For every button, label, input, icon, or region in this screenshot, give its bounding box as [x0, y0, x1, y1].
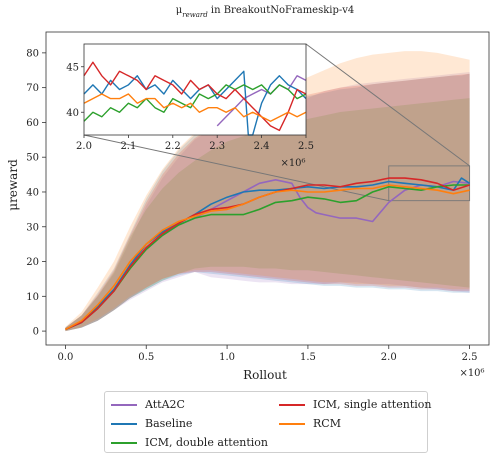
legend-swatch-atta2c	[111, 403, 137, 406]
inset-line-atta2c	[216, 75, 307, 127]
y-tick-label: 70	[26, 83, 39, 94]
x-axis-label: Rollout	[243, 368, 287, 382]
band-rcm	[65, 51, 470, 332]
band-icm-double-attention	[65, 98, 470, 332]
line-baseline	[65, 177, 471, 331]
inset-series-lines	[83, 61, 307, 136]
inset-x-tick-label: 2.4	[254, 141, 270, 152]
legend-item-atta2c: AttA2C	[111, 398, 185, 411]
y-tick-label: 40	[26, 187, 39, 198]
band-icm-single-attention	[65, 73, 470, 332]
y-tick-label: 0	[33, 327, 39, 338]
x-axis-multiplier: ×10⁶	[459, 368, 484, 379]
y-tick-label: 50	[26, 153, 39, 164]
inset-x-tick-label: 2.0	[76, 141, 92, 152]
inset-frame	[83, 43, 307, 136]
inset-line-icm-single-attention	[83, 61, 307, 132]
x-tick-label: 2.5	[462, 352, 478, 363]
band-baseline	[65, 73, 470, 332]
inset-y-ticks: 40 45	[66, 62, 84, 119]
inset-y-tick-label: 40	[66, 108, 79, 119]
chart-title: μreward in BreakoutNoFrameskip-v4	[176, 5, 355, 19]
inset-line-rcm	[83, 93, 307, 123]
legend-item-rcm: RCM	[279, 417, 341, 430]
inset-x-tick-label: 2.2	[165, 141, 181, 152]
inset-line-icm-double-attention	[83, 84, 307, 122]
legend-item-baseline: Baseline	[111, 417, 192, 430]
legend-swatch-rcm	[279, 422, 305, 425]
legend-swatch-icm-double	[111, 441, 137, 444]
y-tick-label: 30	[26, 222, 39, 233]
legend-label-icm-single: ICM, single attention	[313, 398, 432, 411]
inset-x-tick-label: 2.1	[120, 141, 136, 152]
inset-x-ticks: 2.0 2.1 2.2 2.3 2.4 2.5	[76, 135, 314, 152]
legend-label-rcm: RCM	[313, 417, 341, 430]
band-atta2c	[65, 72, 470, 332]
y-tick-label: 80	[26, 48, 39, 59]
inset-x-tick-label: 2.5	[298, 141, 314, 152]
y-tick-label: 60	[26, 118, 39, 129]
inset-background	[84, 44, 306, 135]
y-tick-label: 20	[26, 257, 39, 268]
inset-y-tick-label: 45	[66, 62, 79, 73]
main-confidence-bands	[65, 51, 470, 332]
zoom-inset: 2.0 2.1 2.2 2.3 2.4 2.5 40 45 ×10⁶	[66, 43, 314, 169]
legend-label-atta2c: AttA2C	[145, 398, 185, 411]
inset-x-multiplier: ×10⁶	[280, 158, 305, 169]
y-axis-label: μreward	[6, 159, 20, 211]
legend-label-baseline: Baseline	[145, 417, 193, 430]
x-tick-label: 1.5	[300, 352, 316, 363]
main-series-lines	[65, 177, 471, 331]
y-tick-label: 10	[26, 292, 39, 303]
main-axes-frame	[45, 31, 490, 346]
x-tick-label: 0.0	[57, 352, 73, 363]
zoom-connector-top	[305, 43, 470, 167]
legend-swatch-baseline	[111, 422, 137, 425]
legend-item-icm-double: ICM, double attention	[111, 436, 268, 449]
x-tick-label: 1.0	[219, 352, 235, 363]
line-rcm	[65, 184, 470, 331]
main-x-ticks: 0.0 0.5 1.0 1.5 2.0 2.5	[57, 345, 478, 363]
legend-label-icm-double: ICM, double attention	[145, 436, 268, 449]
line-icm-double-attention	[65, 184, 470, 331]
legend-item-icm-single: ICM, single attention	[279, 398, 431, 411]
chart-legend: AttA2C Baseline ICM, double attention IC…	[104, 391, 431, 453]
legend-swatch-icm-single	[279, 403, 305, 406]
inset-x-tick-label: 2.3	[209, 141, 225, 152]
x-tick-label: 0.5	[138, 352, 154, 363]
main-y-ticks: 0 10 20 30 40 50 60 70 80	[26, 48, 46, 338]
x-tick-label: 2.0	[381, 352, 397, 363]
